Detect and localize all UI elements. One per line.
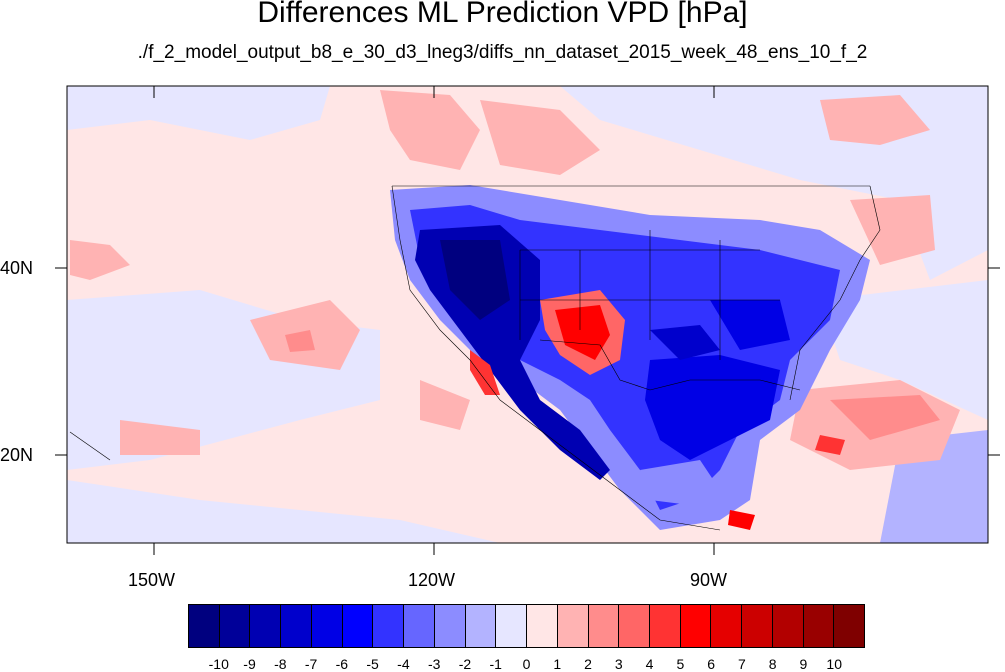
colorbar-swatch <box>527 605 558 647</box>
colorbar-label: -1 <box>489 656 502 672</box>
colorbar-label: 1 <box>553 656 562 672</box>
lon-label-90w: 90W <box>690 570 728 590</box>
colorbar-label: 2 <box>584 656 592 672</box>
colorbar-label: 3 <box>614 656 623 672</box>
lat-label-20n: 20N <box>0 445 34 465</box>
colorbar-label: -8 <box>274 656 287 672</box>
colorbar-swatch <box>281 605 312 647</box>
colorbar-label: -6 <box>335 656 349 672</box>
colorbar-label: 5 <box>676 656 685 672</box>
lat-label-40n: 40N <box>0 258 34 278</box>
colorbar-label: 6 <box>707 656 716 672</box>
colorbar-swatch <box>619 605 651 647</box>
colorbar-swatch <box>834 605 865 647</box>
colorbar-swatch <box>311 605 343 647</box>
colorbar-swatch <box>772 605 804 647</box>
colorbar-label: 7 <box>738 656 746 672</box>
map-subtitle: ./f_2_model_output_b8_e_30_d3_lneg3/diff… <box>137 42 868 63</box>
colorbar-swatch <box>588 605 620 647</box>
lon-label-150w: 150W <box>128 570 176 590</box>
colorbar-label: 9 <box>799 656 808 672</box>
colorbar-label: 4 <box>645 656 654 672</box>
colorbar-label: -7 <box>304 656 318 672</box>
colorbar-label: -3 <box>427 656 441 672</box>
colorbar-swatch <box>250 605 282 647</box>
colorbar-swatch <box>465 605 497 647</box>
colorbar-swatch <box>404 605 435 647</box>
colorbar-label: 8 <box>768 656 777 672</box>
colorbar-swatch <box>650 605 681 647</box>
colorbar-label: -4 <box>397 656 410 672</box>
colorbar-swatch <box>434 605 466 647</box>
colorbar-label: -5 <box>366 656 379 672</box>
colorbar <box>188 604 865 648</box>
colorbar-swatch <box>680 605 712 647</box>
map-title: Differences ML Prediction VPD [hPa] <box>257 0 748 29</box>
colorbar-swatch <box>742 605 773 647</box>
map-field <box>67 86 988 543</box>
colorbar-swatch <box>711 605 743 647</box>
colorbar-label: -9 <box>243 656 256 672</box>
lon-label-120w: 120W <box>408 570 456 590</box>
colorbar-swatch <box>219 605 251 647</box>
colorbar-swatch <box>803 605 835 647</box>
axis-ticks <box>55 86 1000 555</box>
colorbar-label: 0 <box>522 656 531 672</box>
colorbar-label: -10 <box>208 656 229 672</box>
colorbar-label: -2 <box>458 656 472 672</box>
vpd-difference-map <box>55 85 1000 555</box>
map-borders <box>69 185 881 531</box>
colorbar-swatch <box>373 605 405 647</box>
colorbar-swatch <box>189 605 220 647</box>
colorbar-swatch <box>342 605 374 647</box>
plot-frame <box>66 85 989 544</box>
colorbar-swatch <box>557 605 589 647</box>
colorbar-swatch <box>496 605 528 647</box>
colorbar-label: 10 <box>826 656 843 672</box>
